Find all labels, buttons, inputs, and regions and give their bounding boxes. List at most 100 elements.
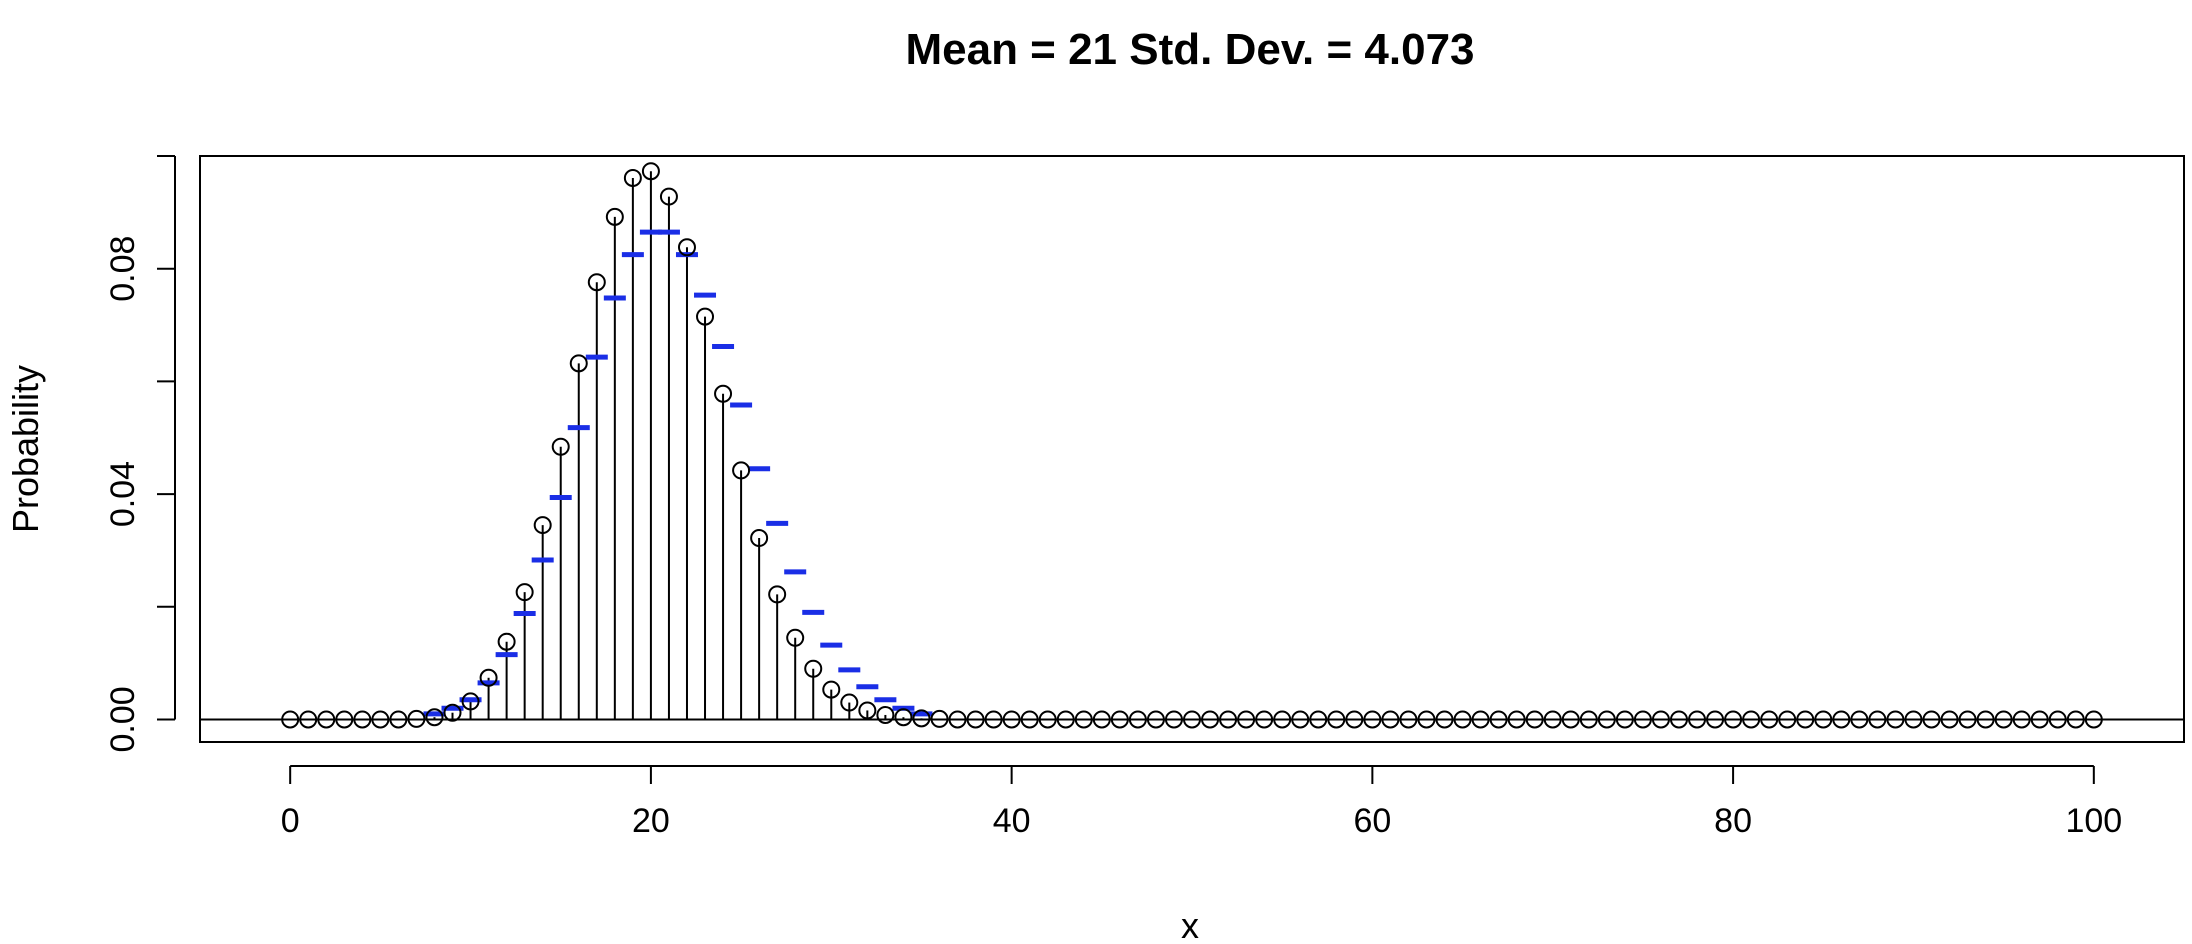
data-point bbox=[605, 207, 624, 226]
data-point bbox=[1471, 710, 1490, 729]
data-point bbox=[1291, 710, 1310, 729]
data-point bbox=[1128, 710, 1147, 729]
y-tick-label: 0.08 bbox=[104, 236, 142, 302]
data-point bbox=[1796, 710, 1815, 729]
data-point bbox=[353, 710, 372, 729]
data-point bbox=[299, 710, 318, 729]
data-point bbox=[786, 628, 805, 647]
data-point bbox=[2048, 710, 2067, 729]
data-point bbox=[1525, 710, 1544, 729]
data-point bbox=[1327, 710, 1346, 729]
data-point bbox=[1164, 710, 1183, 729]
data-point bbox=[2066, 710, 2085, 729]
data-point bbox=[1706, 710, 1725, 729]
data-point bbox=[1832, 710, 1851, 729]
data-point bbox=[1760, 710, 1779, 729]
data-point bbox=[1417, 710, 1436, 729]
data-point bbox=[533, 516, 552, 535]
data-point bbox=[1724, 710, 1743, 729]
data-point bbox=[1273, 710, 1292, 729]
data-point bbox=[461, 692, 480, 711]
data-point bbox=[641, 162, 660, 181]
data-point bbox=[1669, 710, 1688, 729]
data-point bbox=[515, 583, 534, 602]
data-point bbox=[497, 632, 516, 651]
data-point bbox=[281, 710, 300, 729]
plot-frame bbox=[199, 155, 2185, 743]
data-point bbox=[2012, 710, 2031, 729]
data-point bbox=[479, 668, 498, 687]
data-point bbox=[1922, 710, 1941, 729]
data-point bbox=[1435, 710, 1454, 729]
data-point bbox=[1651, 710, 1670, 729]
data-point bbox=[1381, 710, 1400, 729]
data-point bbox=[335, 710, 354, 729]
data-point bbox=[1868, 710, 1887, 729]
data-point bbox=[1453, 710, 1472, 729]
data-point bbox=[1201, 710, 1220, 729]
data-point bbox=[1742, 710, 1761, 729]
data-point bbox=[732, 461, 751, 480]
blue-bar-markers bbox=[423, 229, 933, 717]
data-point bbox=[1183, 710, 1201, 729]
data-point bbox=[1543, 710, 1562, 729]
data-point bbox=[1255, 710, 1274, 729]
data-point bbox=[696, 307, 715, 326]
data-point bbox=[750, 529, 769, 548]
data-point bbox=[714, 384, 733, 403]
data-point bbox=[1958, 710, 1977, 729]
data-point bbox=[894, 708, 913, 727]
data-point bbox=[1489, 710, 1508, 729]
data-points bbox=[281, 162, 2103, 729]
data-point bbox=[1092, 710, 1111, 729]
data-point bbox=[1633, 710, 1652, 729]
data-point bbox=[984, 710, 1003, 729]
data-point bbox=[443, 703, 462, 722]
data-point bbox=[1110, 710, 1129, 729]
data-point bbox=[371, 710, 390, 729]
data-point bbox=[317, 710, 336, 729]
chart-title: Mean = 21 Std. Dev. = 4.073 bbox=[905, 25, 1474, 74]
data-point bbox=[1976, 710, 1995, 729]
x-tick-label: 100 bbox=[2065, 802, 2122, 840]
data-point bbox=[1688, 710, 1707, 729]
data-point bbox=[768, 585, 787, 604]
y-tick-label: 0.04 bbox=[104, 461, 142, 527]
data-point bbox=[858, 701, 877, 720]
data-point bbox=[1345, 710, 1364, 729]
data-point bbox=[1850, 710, 1869, 729]
data-point bbox=[407, 709, 426, 728]
data-point bbox=[822, 680, 841, 699]
x-axis-label: x bbox=[1181, 905, 1199, 944]
data-point bbox=[1219, 710, 1238, 729]
data-point bbox=[1020, 710, 1039, 729]
data-point bbox=[1056, 710, 1075, 729]
data-point bbox=[1237, 710, 1256, 729]
data-point bbox=[1507, 710, 1526, 729]
data-point bbox=[1778, 710, 1797, 729]
data-point bbox=[1886, 710, 1905, 729]
y-axis: 0.00 0.04 0.08 bbox=[104, 155, 176, 753]
data-point bbox=[551, 437, 570, 456]
data-point bbox=[948, 710, 967, 729]
data-point bbox=[876, 705, 895, 724]
data-point bbox=[1399, 710, 1418, 729]
data-point bbox=[677, 238, 696, 257]
data-point bbox=[1038, 710, 1057, 729]
x-tick-label: 0 bbox=[281, 802, 300, 840]
data-point bbox=[804, 659, 823, 678]
data-point bbox=[1561, 710, 1580, 729]
data-point bbox=[425, 708, 444, 727]
data-point bbox=[1940, 710, 1959, 729]
x-tick-label: 20 bbox=[632, 802, 670, 840]
data-point bbox=[912, 709, 931, 728]
x-tick-label: 40 bbox=[993, 802, 1031, 840]
y-tick-label: 0.00 bbox=[104, 686, 142, 752]
data-point bbox=[587, 273, 606, 292]
data-point bbox=[569, 354, 588, 373]
data-point bbox=[966, 710, 985, 729]
data-point bbox=[1074, 710, 1093, 729]
x-tick-label: 60 bbox=[1353, 802, 1391, 840]
data-point bbox=[1615, 710, 1634, 729]
data-point bbox=[1579, 710, 1598, 729]
